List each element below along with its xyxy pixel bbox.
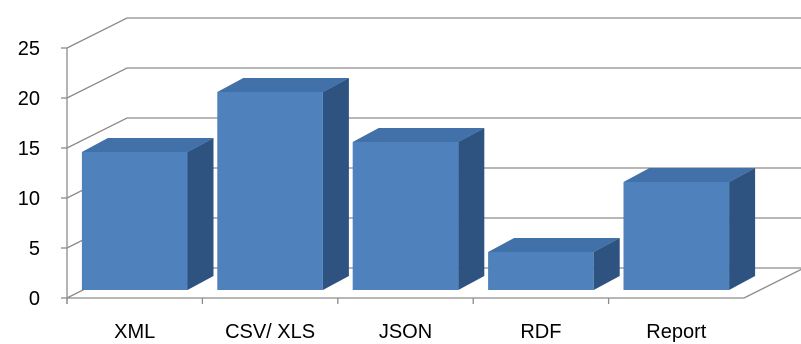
bar-side <box>458 128 485 290</box>
bar-top <box>217 78 349 92</box>
bar-side <box>729 168 756 290</box>
bar-2 <box>352 128 485 290</box>
bar-side <box>187 138 214 290</box>
bar-top <box>81 138 214 152</box>
gridline-20 <box>66 67 801 99</box>
bar-front <box>352 142 459 290</box>
x-category-label: XML <box>114 321 155 343</box>
y-tick-label: 10 <box>18 188 40 210</box>
bar-front <box>623 182 730 290</box>
bar-0 <box>81 138 214 290</box>
x-category-label: RDF <box>520 321 561 343</box>
bar-side <box>593 238 620 290</box>
bar-top <box>352 128 485 142</box>
bar-side <box>322 78 349 290</box>
bar-top <box>623 168 756 182</box>
floor-right-edge <box>743 268 801 299</box>
gridline-15 <box>66 117 801 149</box>
x-category-label: CSV/ XLS <box>225 321 315 343</box>
x-category-labels: XML CSV/ XLS JSON RDF Report <box>114 321 707 343</box>
bar-top <box>488 238 620 252</box>
bar-front <box>488 252 594 290</box>
bar-3 <box>488 238 620 290</box>
y-tick-label: 20 <box>18 88 40 110</box>
y-tick-label: 0 <box>29 288 40 310</box>
gridline-25 <box>66 17 801 49</box>
x-category-label: JSON <box>379 321 432 343</box>
bar-1 <box>217 78 349 290</box>
x-category-label: Report <box>646 321 706 343</box>
bars <box>81 78 756 290</box>
y-tick-label: 5 <box>29 238 40 260</box>
y-tick-labels: 0 5 10 15 20 25 <box>18 38 40 310</box>
y-tick-label: 25 <box>18 38 40 60</box>
y-tick-label: 15 <box>18 138 40 160</box>
bar-4 <box>623 168 756 290</box>
bar-front <box>81 152 188 290</box>
bar-front <box>217 92 323 290</box>
